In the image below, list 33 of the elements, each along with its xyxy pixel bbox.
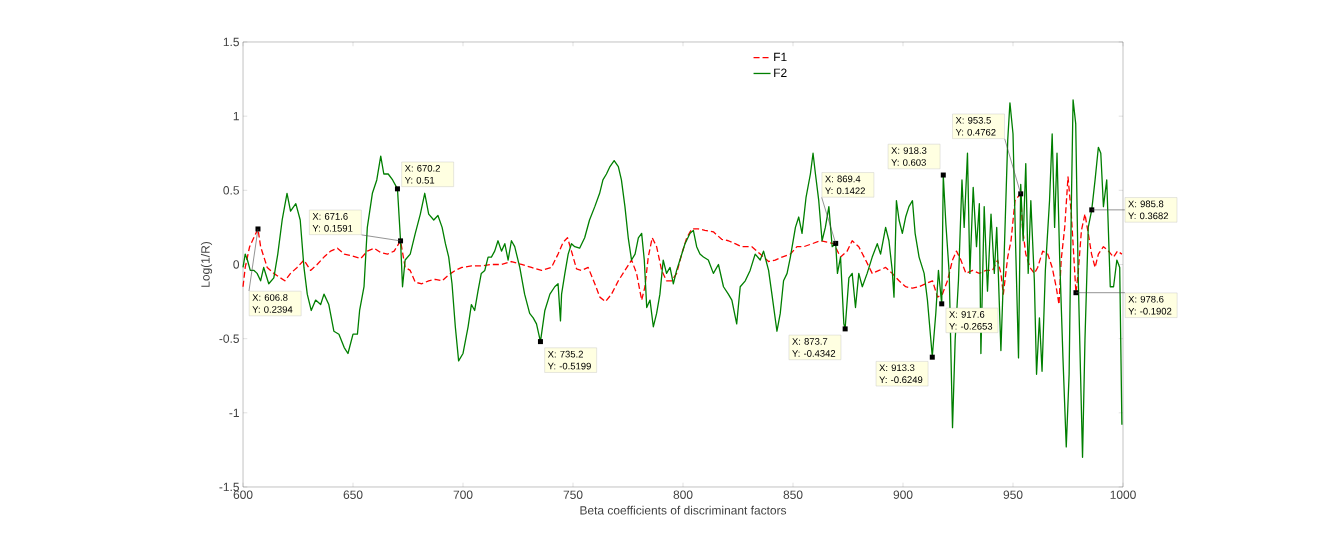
annotation: X: 913.3 Y: -0.6249 <box>879 364 923 384</box>
annotation: X: 869.4 Y: 0.1422 <box>825 175 865 195</box>
y-tick-label: 0.5 <box>223 186 239 195</box>
line-series <box>242 99 1123 458</box>
y-tick-label: 1 <box>233 112 239 121</box>
annotation: X: 917.6 Y: -0.2653 <box>949 311 993 330</box>
x-axis-title: Beta coefficients of discriminant factors <box>580 505 787 515</box>
annotation: X: 873.7 Y: -0.4342 <box>792 338 836 357</box>
x-tick-label: 950 <box>1003 490 1023 499</box>
annotation: X: 735.2 Y: -0.5199 <box>547 350 591 370</box>
x-tick-label: 600 <box>233 490 253 499</box>
annotation: X: 671.6 Y: 0.1591 <box>312 213 353 232</box>
x-tick-label: 700 <box>453 490 473 499</box>
annotation: X: 918.3 Y: 0.603 <box>891 147 927 166</box>
y-tick-label: 0 <box>233 260 240 269</box>
annotation: X: 985.8 Y: 0.3682 <box>1128 200 1169 220</box>
annotation: X: 606.8 Y: 0.2394 <box>252 294 293 313</box>
x-tick-label: 1000 <box>1110 490 1136 499</box>
y-tick-label: -1 <box>229 408 239 417</box>
y-axis-title: Log(1/R) <box>200 241 213 287</box>
y-tick-label: 1.5 <box>223 37 239 47</box>
y-tick-label: -1.5 <box>219 482 239 492</box>
x-tick-label: 850 <box>783 490 803 499</box>
legend-label: F2 <box>774 68 787 77</box>
y-tick-label: -0.5 <box>219 334 239 343</box>
x-tick-label: 800 <box>673 490 693 499</box>
legend-label: F1 <box>774 52 787 62</box>
x-tick-label: 750 <box>563 490 583 499</box>
x-tick-label: 650 <box>343 490 363 499</box>
annotation: X: 953.5 Y: 0.4762 <box>955 116 996 136</box>
annotation: X: 978.6 Y: -0.1902 <box>1128 295 1172 315</box>
x-tick-label: 900 <box>893 490 913 499</box>
annotation: X: 670.2 Y: 0.51 <box>404 164 440 184</box>
